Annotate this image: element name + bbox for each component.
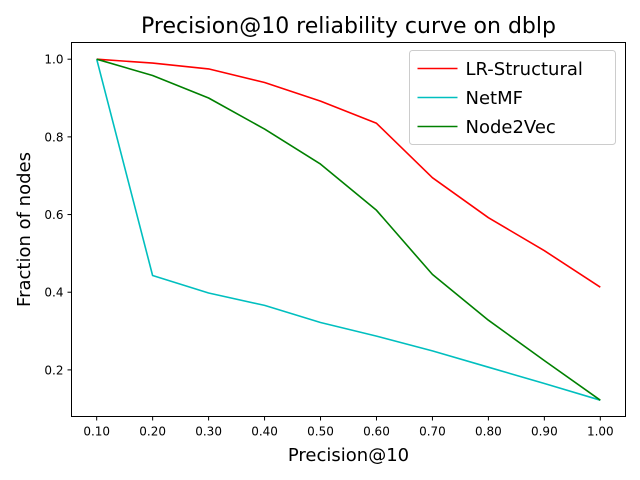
x-tick-label: 0.80 [475, 425, 502, 439]
x-axis: 0.10 0.20 0.30 0.40 0.50 0.60 0.70 0.80 0.90 1.00 [83, 416, 614, 439]
x-tick-label: 0.60 [363, 425, 390, 439]
legend-label: Node2Vec [466, 117, 556, 138]
x-tick-label: 0.90 [531, 425, 558, 439]
x-tick-label: 0.20 [139, 425, 166, 439]
legend-label: LR-Structural [466, 59, 583, 80]
y-tick-label: 0.6 [44, 208, 63, 222]
series-line-lr-structural [96, 58, 601, 288]
chart-title: Precision@10 reliability curve on dblp [141, 14, 556, 39]
legend-box [409, 50, 616, 145]
legend: LR-Structural NetMF Node2Vec [409, 50, 616, 145]
series-layer [95, 58, 601, 401]
x-tick-label: 0.30 [195, 425, 222, 439]
x-tick-label: 0.50 [307, 425, 334, 439]
y-tick-label: 0.4 [44, 286, 63, 300]
x-tick-label: 1.00 [587, 425, 614, 439]
y-tick-label: 1.0 [44, 53, 63, 67]
y-tick-label: 0.8 [44, 130, 63, 144]
x-tick-label: 0.40 [251, 425, 278, 439]
y-axis: 0.2 0.4 0.6 0.8 1.0 [44, 53, 72, 377]
y-tick-label: 0.2 [44, 363, 63, 377]
x-tick-label: 0.10 [83, 425, 110, 439]
y-axis-label: Fraction of nodes [14, 152, 35, 307]
x-axis-label: Precision@10 [288, 445, 409, 466]
series-line-node2vec [96, 58, 601, 401]
series-line-netmf [95, 58, 601, 401]
legend-label: NetMF [466, 88, 523, 109]
x-tick-label: 0.70 [419, 425, 446, 439]
